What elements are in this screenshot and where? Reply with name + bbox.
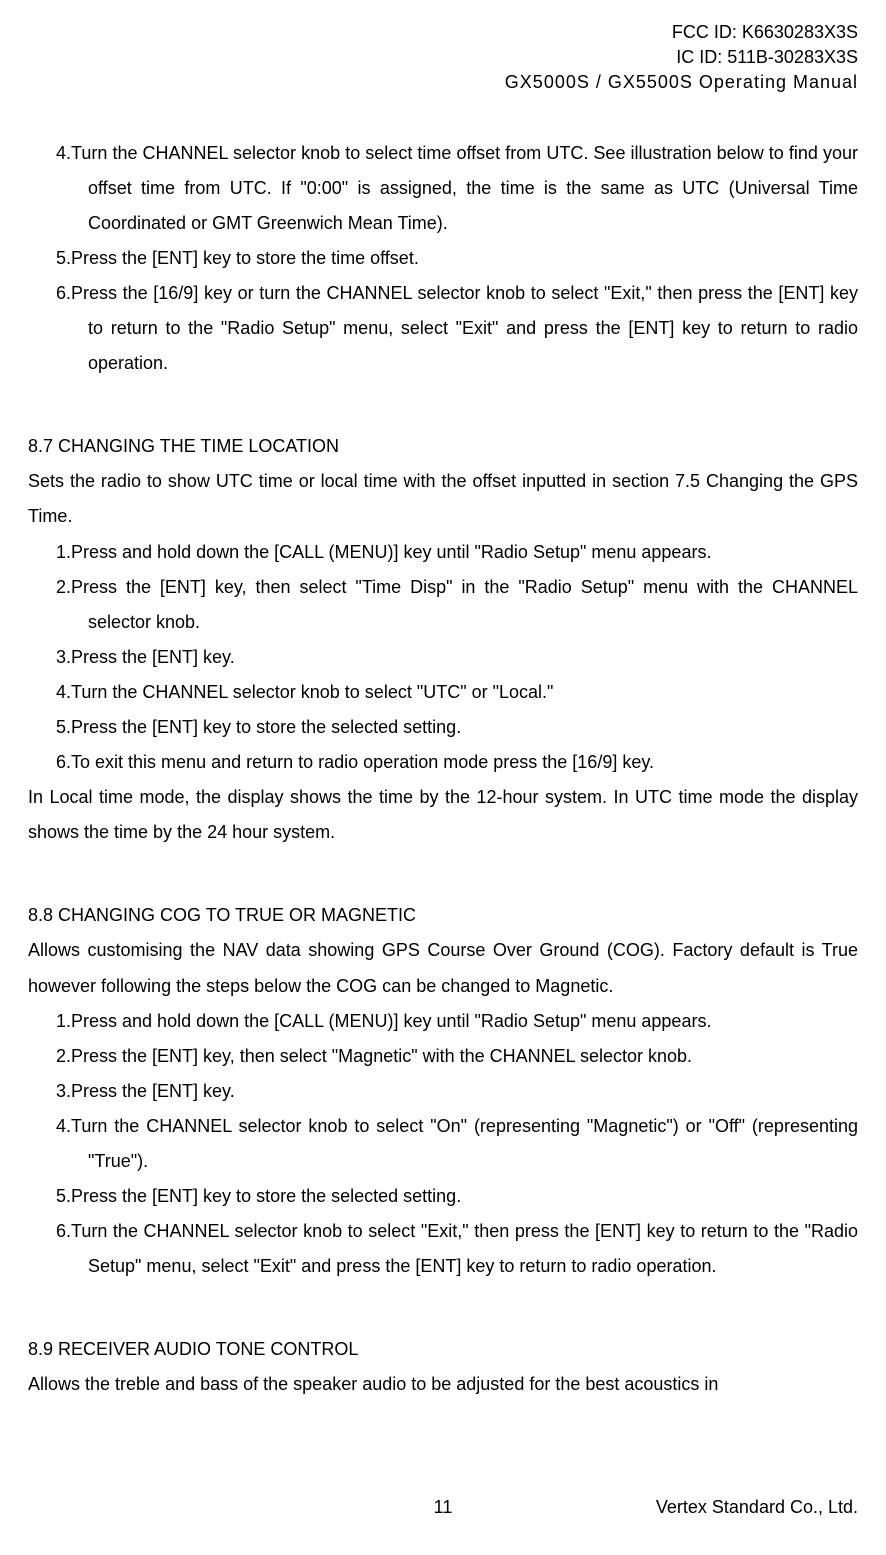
- section-8-8-intro: Allows customising the NAV data showing …: [28, 933, 858, 1003]
- section-8-7-intro: Sets the radio to show UTC time or local…: [28, 464, 858, 534]
- ic-id-line: IC ID: 511B-30283X3S: [28, 45, 858, 70]
- section-8-9-title: 8.9 RECEIVER AUDIO TONE CONTROL: [28, 1332, 858, 1367]
- section-8-9-intro: Allows the treble and bass of the speake…: [28, 1367, 858, 1402]
- list-item-6: 6.Press the [16/9] key or turn the CHANN…: [28, 276, 858, 381]
- section-8-7-closing: In Local time mode, the display shows th…: [28, 780, 858, 850]
- page-body: 4.Turn the CHANNEL selector knob to sele…: [28, 136, 858, 1403]
- list-item-5: 5.Press the [ENT] key to store the time …: [28, 241, 858, 276]
- spacer: [28, 850, 858, 874]
- s88-item-6: 6.Turn the CHANNEL selector knob to sele…: [28, 1214, 858, 1284]
- company-name: Vertex Standard Co., Ltd.: [656, 1490, 858, 1525]
- page-header: FCC ID: K6630283X3S IC ID: 511B-30283X3S…: [28, 20, 858, 96]
- s87-item-2: 2.Press the [ENT] key, then select "Time…: [28, 570, 858, 640]
- s88-item-5: 5.Press the [ENT] key to store the selec…: [28, 1179, 858, 1214]
- manual-title-line: GX5000S / GX5500S Operating Manual: [28, 70, 858, 95]
- s88-item-3: 3.Press the [ENT] key.: [28, 1074, 858, 1109]
- spacer: [28, 381, 858, 405]
- s87-item-3: 3.Press the [ENT] key.: [28, 640, 858, 675]
- page-footer: 11 Vertex Standard Co., Ltd.: [28, 1490, 858, 1525]
- s87-item-5: 5.Press the [ENT] key to store the selec…: [28, 710, 858, 745]
- s88-item-2: 2.Press the [ENT] key, then select "Magn…: [28, 1039, 858, 1074]
- s87-item-1: 1.Press and hold down the [CALL (MENU)] …: [28, 535, 858, 570]
- section-8-7-title: 8.7 CHANGING THE TIME LOCATION: [28, 429, 858, 464]
- fcc-id-line: FCC ID: K6630283X3S: [28, 20, 858, 45]
- s87-item-4: 4.Turn the CHANNEL selector knob to sele…: [28, 675, 858, 710]
- s88-item-1: 1.Press and hold down the [CALL (MENU)] …: [28, 1004, 858, 1039]
- s87-item-6: 6.To exit this menu and return to radio …: [28, 745, 858, 780]
- section-8-8-title: 8.8 CHANGING COG TO TRUE OR MAGNETIC: [28, 898, 858, 933]
- s88-item-4: 4.Turn the CHANNEL selector knob to sele…: [28, 1109, 858, 1179]
- spacer: [28, 1284, 858, 1308]
- list-item-4: 4.Turn the CHANNEL selector knob to sele…: [28, 136, 858, 241]
- page-number: 11: [434, 1490, 453, 1525]
